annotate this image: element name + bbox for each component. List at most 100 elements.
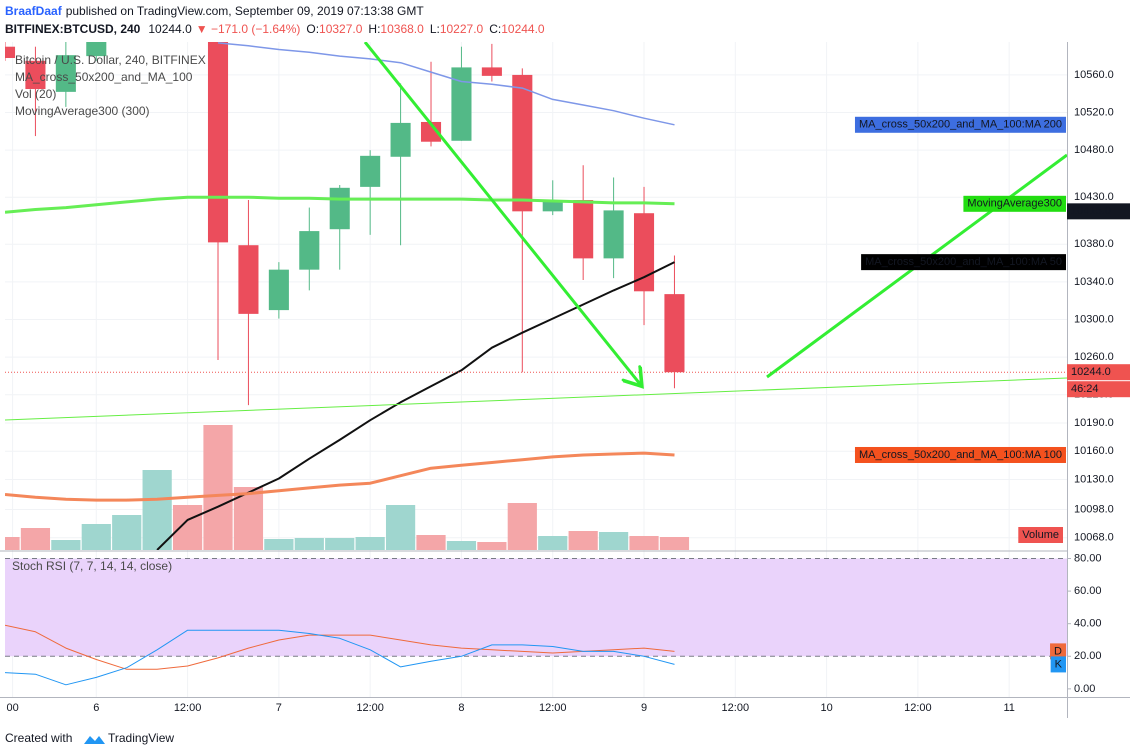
candle-body bbox=[481, 67, 502, 76]
author: BraafDaaf bbox=[5, 4, 63, 18]
volume-bar bbox=[446, 541, 477, 550]
y-tick-label: 10300.0 bbox=[1074, 313, 1114, 325]
candle-body bbox=[603, 210, 624, 259]
candle-body bbox=[360, 155, 381, 187]
x-tick-label: 12:00 bbox=[356, 702, 384, 714]
published: published on TradingView.com, September … bbox=[66, 4, 425, 18]
y-tick-label: 10068.0 bbox=[1074, 532, 1114, 544]
ohlc-value: 10244.0 bbox=[501, 22, 545, 36]
label-box bbox=[854, 446, 1066, 463]
candle-body bbox=[268, 269, 289, 311]
candle-body bbox=[390, 122, 411, 157]
volume-bar bbox=[659, 537, 690, 550]
ohlc-value: 10327.0 bbox=[319, 22, 363, 36]
indicator-line bbox=[5, 195, 675, 214]
candle-body bbox=[207, 42, 229, 243]
indicator-line bbox=[5, 624, 675, 670]
label-box bbox=[1018, 527, 1063, 543]
x-tick-label: 12:00 bbox=[904, 702, 932, 714]
change: ▼ −171.0 (−1.64%) bbox=[196, 22, 301, 36]
legend: Bitcoin / U.S. Dollar, 240, BITFINEX MA_c… bbox=[12, 53, 206, 573]
created-with: Created with bbox=[5, 731, 72, 745]
volume-bar bbox=[172, 505, 203, 550]
label-text: MA_cross_50x200_and_MA_100:MA 200 bbox=[859, 119, 1062, 131]
volume-bar bbox=[568, 531, 598, 550]
indicator-line bbox=[5, 629, 675, 686]
candle-body bbox=[451, 67, 472, 141]
indicator-line bbox=[5, 451, 675, 502]
candle-body bbox=[512, 74, 533, 212]
candle-body bbox=[238, 245, 259, 314]
label-box bbox=[963, 195, 1066, 212]
brand: TradingView bbox=[108, 731, 174, 745]
volume-bar bbox=[598, 532, 629, 550]
volume-bar bbox=[264, 539, 294, 550]
volume-bar bbox=[294, 538, 324, 550]
price-pane bbox=[5, 42, 1067, 550]
candle-body bbox=[55, 55, 76, 92]
candle-body bbox=[329, 187, 350, 230]
x-tick-label: 6 bbox=[93, 702, 99, 714]
volume-bar bbox=[325, 538, 355, 550]
label-text: MovingAverage300 bbox=[967, 198, 1062, 210]
volume-bar bbox=[142, 470, 172, 550]
x-tick-label: 10 bbox=[820, 702, 832, 714]
ohlc-key: H: bbox=[368, 22, 380, 36]
trend-line bbox=[5, 377, 1067, 421]
candle-body bbox=[633, 213, 655, 292]
y-tick-label: 60.00 bbox=[1074, 585, 1102, 597]
volume-bar bbox=[203, 425, 233, 550]
label-box bbox=[854, 116, 1066, 133]
label-text: 46:24 bbox=[1071, 383, 1099, 395]
logo bbox=[84, 736, 105, 744]
stoch-title: Stoch RSI (7, 7, 14, 14, close) bbox=[12, 559, 172, 573]
legend-item: MovingAverage300 (300) bbox=[15, 104, 150, 118]
y-tick-label: 80.00 bbox=[1074, 552, 1102, 564]
label-text: D bbox=[1054, 645, 1062, 657]
candle-body bbox=[5, 46, 16, 58]
ohlc-value: 10227.0 bbox=[440, 22, 484, 36]
stoch-background bbox=[5, 558, 1067, 657]
candle-body bbox=[299, 231, 320, 270]
legend-item: Vol (20) bbox=[15, 87, 56, 101]
volume-bar bbox=[385, 505, 416, 550]
candle-body bbox=[573, 200, 594, 259]
ohlc-value: 10368.0 bbox=[380, 22, 424, 36]
symbol: BITFINEX:BTCUSD, 240 bbox=[5, 22, 141, 36]
ohlc-key: O: bbox=[306, 22, 319, 36]
label-text: 10244.0 bbox=[1071, 366, 1111, 378]
volume-bar bbox=[81, 524, 111, 550]
volume-bar bbox=[629, 536, 659, 550]
x-tick-label: 00 bbox=[6, 702, 18, 714]
volume-bar bbox=[5, 537, 20, 550]
x-tick-label: 7 bbox=[276, 702, 282, 714]
volume-bar bbox=[112, 515, 142, 550]
x-tick-label: 9 bbox=[641, 702, 647, 714]
x-tick-label: 12:00 bbox=[539, 702, 567, 714]
y-tick-label: 10160.0 bbox=[1074, 445, 1114, 457]
label-box bbox=[1067, 381, 1130, 398]
label-box bbox=[861, 254, 1066, 271]
x-tick-label: 12:00 bbox=[174, 702, 202, 714]
legend-item: MA_cross_50x200_and_MA_100 bbox=[15, 70, 193, 84]
candle-body bbox=[542, 200, 563, 212]
arrow-down bbox=[363, 42, 640, 384]
label-text: MA_cross_50x200_and_MA_100:MA 50 bbox=[865, 256, 1062, 268]
ohlc-key: L: bbox=[430, 22, 440, 36]
y-tick-label: 10130.0 bbox=[1074, 473, 1114, 485]
label-text: MA_cross_50x200_and_MA_100:MA 100 bbox=[859, 449, 1062, 461]
volume-bar bbox=[20, 528, 51, 550]
volume-pane bbox=[5, 425, 690, 550]
y-tick-label: 40.00 bbox=[1074, 618, 1102, 630]
y-tick-label: 10260.0 bbox=[1074, 351, 1114, 363]
y-tick-label: 10480.0 bbox=[1074, 144, 1114, 156]
y-tick-label: 10520.0 bbox=[1074, 106, 1114, 118]
label-text: 10415.0 bbox=[1071, 205, 1111, 217]
label-box bbox=[1067, 203, 1130, 220]
candle-body bbox=[664, 294, 685, 373]
y-tick-label: 20.00 bbox=[1074, 650, 1102, 662]
volume-bar bbox=[538, 536, 568, 550]
candle-body bbox=[420, 121, 442, 142]
candle-body bbox=[86, 42, 107, 57]
